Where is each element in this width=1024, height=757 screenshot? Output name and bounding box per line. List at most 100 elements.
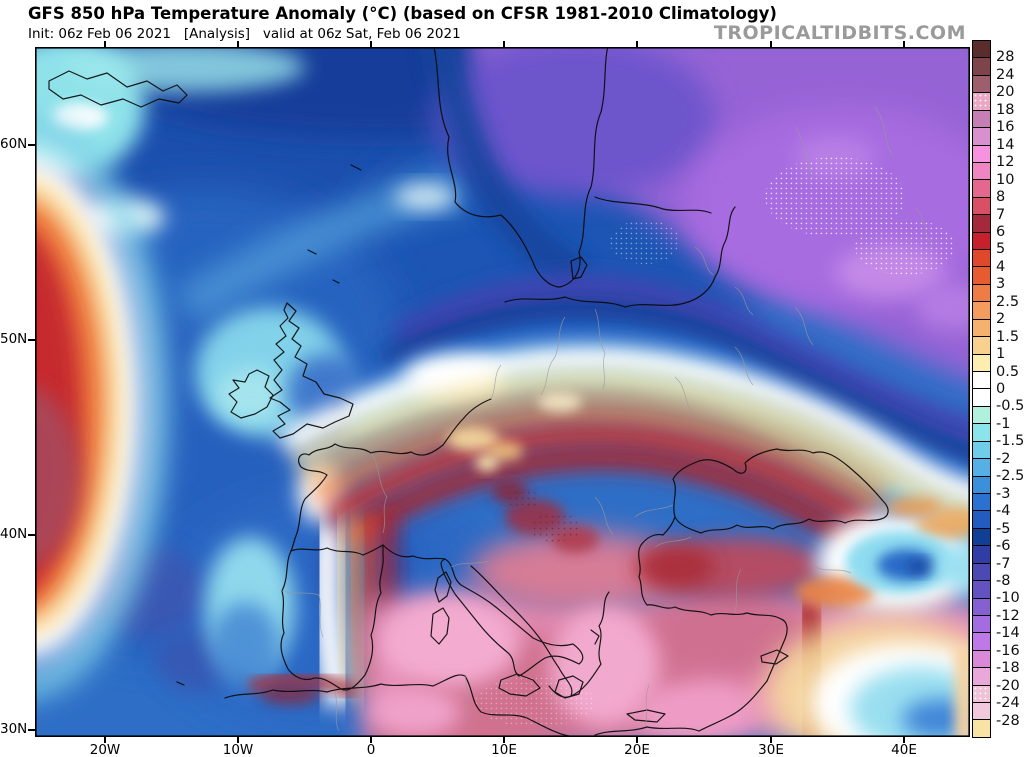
colorbar-segment — [973, 459, 990, 477]
lon-tick — [636, 41, 638, 47]
colorbar-segment — [973, 650, 990, 669]
colorbar-segment — [973, 128, 990, 146]
colorbar-segment — [973, 75, 990, 94]
lon-tick — [903, 737, 905, 743]
page-title: GFS 850 hPa Temperature Anomaly (°C) (ba… — [28, 4, 777, 23]
map-frame — [35, 47, 970, 737]
colorbar-segment — [973, 284, 990, 303]
coastlines — [48, 47, 889, 737]
colorbar-segment — [973, 476, 990, 494]
colorbar-label: 0 — [996, 381, 1006, 397]
colorbar-segment — [973, 406, 990, 425]
colorbar-segment — [973, 162, 990, 181]
colorbar-segment — [973, 703, 990, 721]
colorbar-label: 4 — [996, 258, 1006, 275]
colorbar-label: -6 — [996, 538, 1011, 555]
lon-tick — [237, 41, 239, 47]
colorbar-label: 8 — [996, 189, 1006, 206]
colorbar-segment — [973, 720, 990, 737]
lat-label: 60N — [0, 136, 28, 152]
colorbar-segment — [973, 598, 990, 616]
colorbar-label: 2.5 — [996, 293, 1020, 310]
colorbar-label: -3 — [996, 485, 1011, 502]
colorbar-segment — [973, 441, 990, 460]
lon-label: 30E — [758, 742, 784, 757]
colorbar-label: 3 — [996, 276, 1006, 293]
lon-label: 0 — [366, 742, 376, 757]
colorbar-label: -8 — [996, 572, 1011, 589]
colorbar-label: -14 — [996, 625, 1020, 642]
lon-tick — [104, 41, 106, 47]
colorbar-segment — [973, 615, 990, 634]
colorbar-label: 24 — [996, 66, 1015, 83]
colorbar-label: 6 — [996, 223, 1006, 240]
colorbar-label: -5 — [996, 520, 1011, 537]
colorbar-segment — [973, 581, 990, 599]
colorbar-label: 12 — [996, 154, 1015, 171]
lon-tick — [770, 41, 772, 47]
colorbar-segment — [973, 267, 990, 285]
lat-tick — [28, 729, 35, 731]
lon-tick — [770, 737, 772, 743]
colorbar-label: 1.5 — [996, 328, 1020, 345]
colorbar-label: 18 — [996, 101, 1015, 118]
init-valid-time: Init: 06z Feb 06 2021 [Analysis] valid a… — [28, 26, 461, 42]
colorbar-segment — [973, 41, 990, 59]
lon-label: 40E — [891, 742, 917, 757]
colorbar-segment — [973, 424, 990, 442]
colorbar-label: 1 — [996, 346, 1006, 363]
colorbar-label: 16 — [996, 119, 1015, 136]
country-borders — [281, 106, 934, 732]
colorbar-segment — [973, 319, 990, 338]
colorbar-label: 0.5 — [996, 363, 1020, 380]
lat-label: 50N — [0, 331, 28, 347]
colorbar-label: -20 — [996, 677, 1020, 694]
lon-label: 20W — [89, 742, 121, 757]
colorbar-label: -12 — [996, 607, 1020, 624]
lon-label: 10W — [222, 742, 254, 757]
lat-tick — [28, 339, 35, 341]
lon-tick — [503, 737, 505, 743]
lat-label: 30N — [0, 721, 28, 737]
colorbar-segment — [973, 563, 990, 582]
lon-label: 20E — [624, 742, 650, 757]
lon-tick — [503, 41, 505, 47]
lat-label: 40N — [0, 526, 28, 542]
lon-tick — [104, 737, 106, 743]
colorbar-label: -7 — [996, 555, 1011, 572]
colorbar-segment — [973, 93, 990, 111]
anomaly-map-svg — [35, 47, 970, 737]
colorbar-label: -4 — [996, 503, 1011, 520]
colorbar-segment — [973, 493, 990, 512]
colorbar-label: -10 — [996, 590, 1020, 607]
lon-tick — [370, 737, 372, 743]
colorbar-segment — [973, 685, 990, 704]
colorbar-label: 5 — [996, 241, 1006, 258]
colorbar-label: 20 — [996, 84, 1015, 101]
colorbar-segment — [973, 511, 990, 529]
colorbar-segment — [973, 668, 990, 686]
lon-tick — [636, 737, 638, 743]
colorbar-label: -2.5 — [996, 468, 1024, 485]
colorbar-segment — [973, 633, 990, 651]
colorbar-label: 7 — [996, 206, 1006, 223]
lon-tick — [370, 41, 372, 47]
colorbar-label: 14 — [996, 136, 1015, 153]
colorbar-label: -18 — [996, 660, 1020, 677]
colorbar-label: 28 — [996, 49, 1015, 66]
colorbar-segment — [973, 546, 990, 564]
colorbar-label: 10 — [996, 171, 1015, 188]
colorbar-segment — [973, 215, 990, 233]
colorbar-segment — [973, 110, 990, 129]
lat-tick — [28, 144, 35, 146]
lon-tick — [903, 41, 905, 47]
colorbar-segment — [973, 528, 990, 547]
colorbar-label: -24 — [996, 695, 1020, 712]
colorbar-segment — [973, 180, 990, 198]
colorbar-label: 2 — [996, 311, 1006, 328]
colorbar-label: -0.5 — [996, 398, 1024, 415]
colorbar-segment — [973, 354, 990, 373]
anomaly-map — [35, 47, 970, 737]
colorbar-segment — [973, 197, 990, 216]
colorbar-segments — [972, 40, 991, 738]
